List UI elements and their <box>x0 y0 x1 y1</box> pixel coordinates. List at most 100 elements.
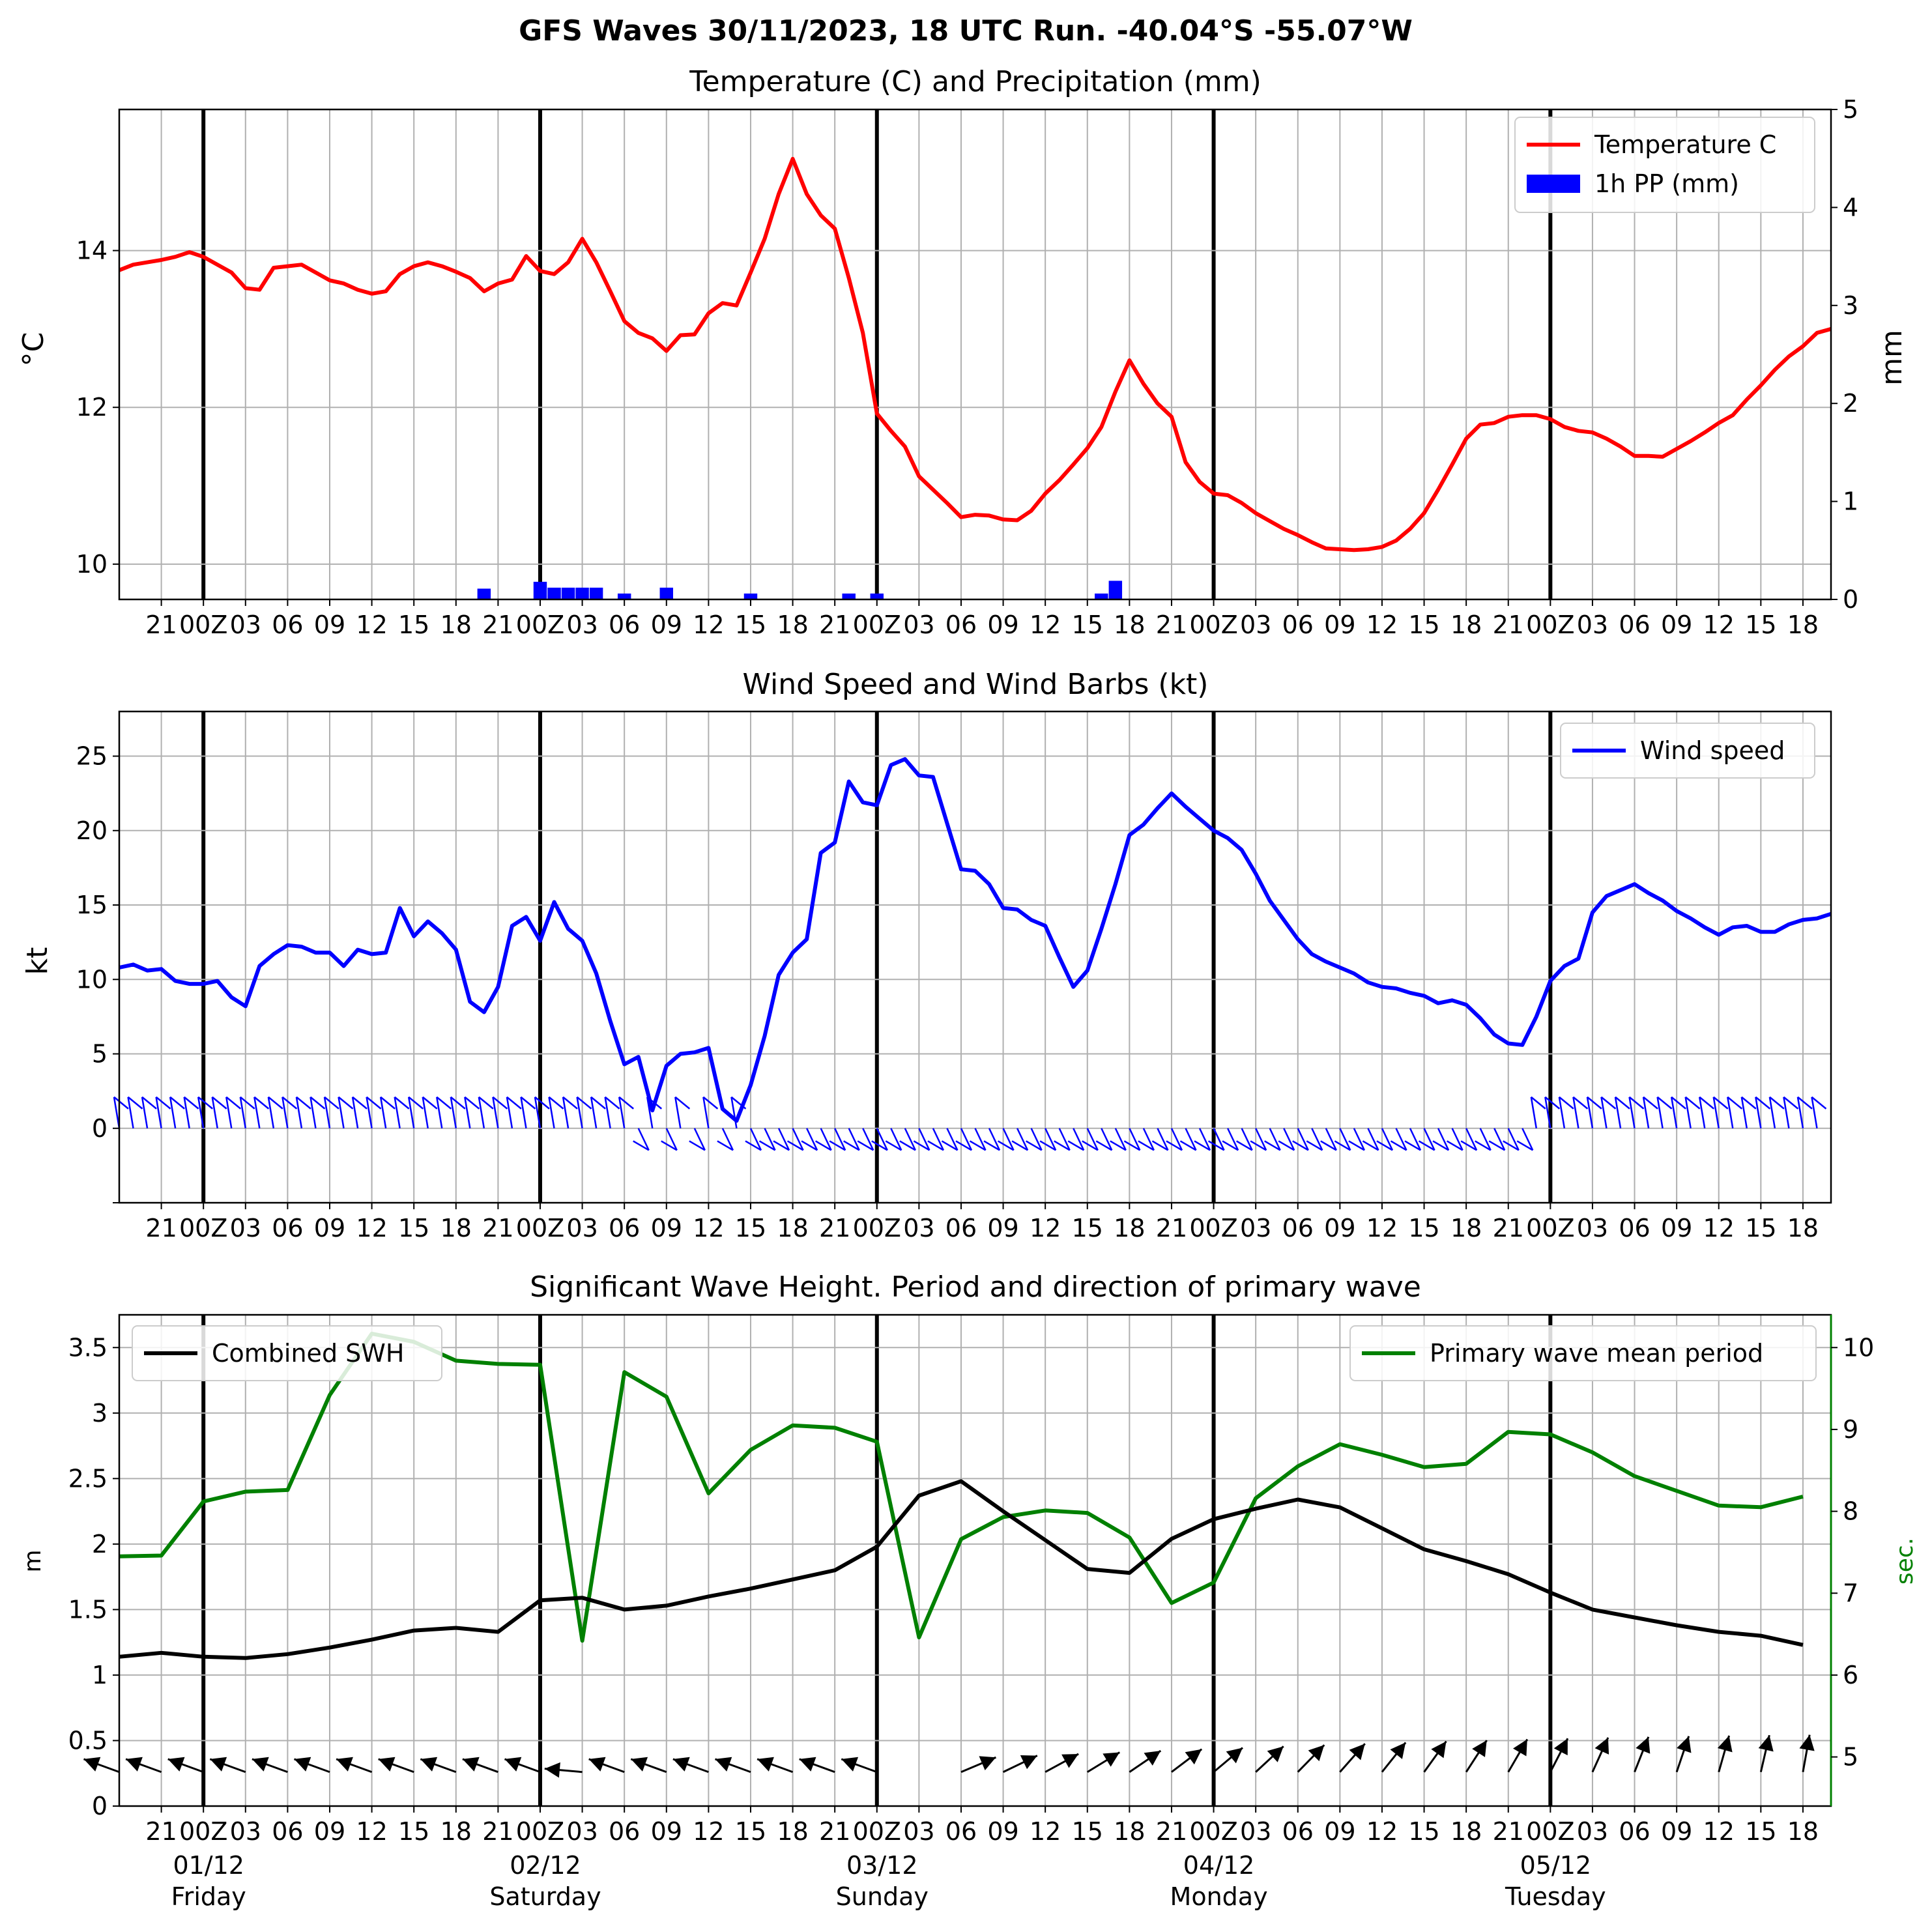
wind-barb <box>618 1097 626 1128</box>
wind-barb-flag <box>843 1140 860 1151</box>
x-tick-label: 00Z <box>853 1214 901 1242</box>
x-tick-label: 06 <box>945 1817 977 1846</box>
x-tick-label: 03 <box>903 610 934 639</box>
wind-barb <box>848 1128 860 1151</box>
x-tick-label: 03 <box>230 610 261 639</box>
wind-barb <box>1325 1128 1337 1151</box>
wind-barb <box>422 1097 429 1128</box>
x-tick-label: 12 <box>693 610 724 639</box>
wind-barb-flag <box>1376 1140 1393 1151</box>
wind-barb-flag <box>1110 1140 1127 1151</box>
x-tick-label: 03 <box>1577 1214 1608 1242</box>
day-name-label: Monday <box>1170 1882 1268 1911</box>
x-tick-label: 21 <box>482 610 513 639</box>
legend-label: Temperature C <box>1594 130 1776 159</box>
wind-barb <box>1614 1097 1622 1128</box>
wind-barb <box>702 1097 710 1128</box>
wind-barb-flag <box>1039 1140 1056 1151</box>
wind-barb-flag <box>1067 1140 1084 1151</box>
y-tick-label: 4 <box>1843 193 1858 222</box>
wind-barb-flag <box>281 1096 298 1110</box>
wind-barb <box>1423 1128 1435 1151</box>
wind-barb-flag <box>899 1140 916 1151</box>
wind-barb-flag <box>997 1140 1015 1151</box>
x-tick-label: 18 <box>1450 610 1482 639</box>
x-tick-label: 15 <box>735 1817 766 1846</box>
legend-box <box>1514 117 1815 213</box>
wind-barb-flag <box>913 1140 930 1151</box>
x-tick-label: 15 <box>1745 610 1776 639</box>
wave-direction-arrowhead <box>126 1757 143 1772</box>
y-tick-label: 1.5 <box>68 1595 108 1624</box>
wind-barb-flag <box>633 1140 650 1151</box>
y-tick-label: 2 <box>92 1530 108 1558</box>
wind-barb-flag <box>1516 1140 1533 1151</box>
wind-barb <box>1544 1097 1551 1128</box>
wind-barb-flag <box>745 1140 762 1151</box>
x-tick-label: 12 <box>1030 610 1061 639</box>
x-tick-label: 12 <box>1366 1214 1398 1242</box>
wind-barb <box>1670 1097 1678 1128</box>
x-tick-label: 15 <box>398 1214 429 1242</box>
day-name-label: Sunday <box>836 1882 929 1911</box>
x-tick-label: 06 <box>1619 610 1650 639</box>
x-tick-label: 03 <box>566 610 598 639</box>
wind-barb-flag <box>1334 1140 1351 1151</box>
wind-barb-flag <box>268 1096 283 1110</box>
plot-frame <box>118 1314 1832 1807</box>
wind-barb-flag <box>1656 1096 1673 1110</box>
wind-barb-flag <box>1235 1140 1253 1151</box>
wind-barb-flag <box>211 1096 227 1110</box>
wind-barb <box>239 1097 247 1128</box>
wind-barb-flag <box>464 1096 480 1110</box>
precip-bar <box>477 588 491 599</box>
wind-barb-flag <box>1054 1140 1071 1151</box>
precip-bar <box>617 593 631 599</box>
wind-barb-flag <box>1488 1140 1505 1151</box>
wind-barb <box>281 1097 289 1128</box>
wind-barb <box>366 1097 373 1128</box>
wind-barb <box>1755 1097 1762 1128</box>
x-tick-label: 15 <box>735 1214 766 1242</box>
wind-barb <box>253 1097 261 1128</box>
wind-barb <box>904 1128 916 1151</box>
wind-barb <box>960 1128 973 1151</box>
x-tick-label: 18 <box>1787 1817 1819 1846</box>
x-tick-label: 06 <box>945 1214 977 1242</box>
wind-barb-flag <box>310 1096 326 1110</box>
x-tick-label: 00Z <box>853 610 901 639</box>
x-tick-label: 12 <box>693 1214 724 1242</box>
wind-barb-flag <box>1615 1096 1630 1110</box>
wind-barb <box>295 1097 303 1128</box>
wind-barb-flag <box>394 1096 410 1110</box>
wind-barb-flag <box>1011 1140 1028 1151</box>
x-tick-label: 00Z <box>1189 1214 1237 1242</box>
wind-barb-flag <box>576 1096 592 1110</box>
wind-barb-flag <box>1503 1140 1520 1151</box>
legend-box <box>132 1325 442 1381</box>
wind-barb-flag <box>324 1096 339 1110</box>
day-date-label: 05/12 <box>1520 1851 1592 1880</box>
x-tick-label: 12 <box>356 1214 387 1242</box>
wave-direction-arrowhead <box>1758 1735 1774 1752</box>
precip-bar <box>1095 593 1108 599</box>
wind-barb <box>730 1097 738 1128</box>
wind-barb-flag <box>689 1140 706 1151</box>
wind-barb-flag <box>548 1096 564 1110</box>
x-tick-label: 15 <box>1072 1214 1103 1242</box>
wave-direction-arrowhead <box>1267 1746 1284 1762</box>
x-tick-label: 15 <box>398 610 429 639</box>
wind-barb-flag <box>422 1096 438 1110</box>
wind-barb-flag <box>338 1096 354 1110</box>
wind-barb-flag <box>1446 1140 1463 1151</box>
wave-direction-arrowhead <box>1308 1745 1325 1762</box>
x-tick-label: 00Z <box>179 1214 227 1242</box>
x-tick-label: 09 <box>651 1214 682 1242</box>
x-tick-label: 03 <box>1240 610 1271 639</box>
x-tick-label: 21 <box>145 1817 177 1846</box>
x-tick-label: 03 <box>230 1817 261 1846</box>
x-tick-label: 15 <box>1072 610 1103 639</box>
wind-barb-flag <box>197 1096 213 1110</box>
x-tick-label: 15 <box>1408 610 1439 639</box>
y-tick-label: 8 <box>1843 1497 1858 1526</box>
